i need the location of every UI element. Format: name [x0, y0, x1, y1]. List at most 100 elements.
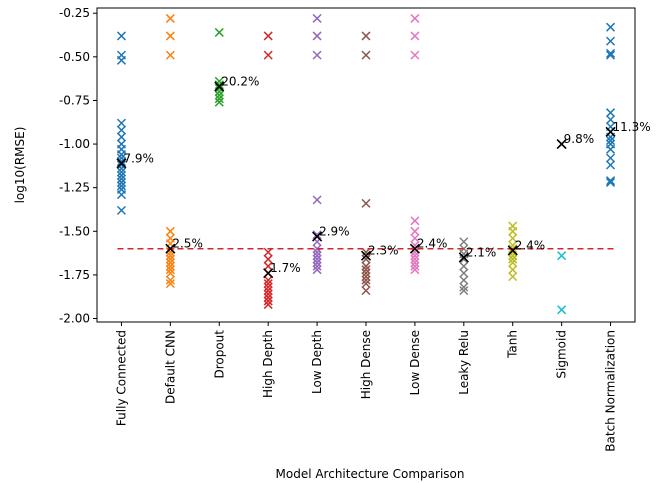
y-tick-label: -1.50 [59, 224, 90, 238]
data-point [116, 167, 126, 177]
mean-marker [458, 252, 469, 263]
data-point [459, 286, 469, 296]
data-point [214, 97, 224, 107]
mean-percent-label: 2.4% [515, 238, 546, 252]
data-point [606, 108, 616, 118]
data-point [361, 261, 371, 271]
data-point [410, 265, 420, 275]
data-point [410, 216, 420, 226]
data-point [508, 247, 518, 257]
data-point [165, 261, 175, 271]
x-tick-label: High Dense [359, 330, 373, 399]
plot-area: 7.9% 2.5% 20.2% 1.7% 2.9% 2.3% 2.4% 2.1% 2.4% 9.8… [116, 13, 651, 315]
x-axis-title: Model Architecture Comparison [276, 467, 465, 481]
data-point [263, 275, 273, 285]
data-point [508, 258, 518, 268]
data-point [459, 275, 469, 285]
data-point [459, 261, 469, 271]
data-point [361, 265, 371, 275]
data-point [165, 226, 175, 236]
data-point [361, 198, 371, 208]
data-point [459, 282, 469, 292]
data-point [263, 247, 273, 257]
mean-marker [214, 81, 225, 92]
mean-marker [556, 139, 567, 150]
data-point [312, 261, 322, 271]
data-point [606, 36, 616, 46]
data-point [263, 254, 273, 264]
x-tick-label: Default CNN [163, 330, 177, 404]
data-point [410, 247, 420, 257]
data-point [116, 205, 126, 215]
data-point [508, 265, 518, 275]
y-axis-title: log10(RMSE) [13, 127, 27, 204]
x-tick-label: Dropout [212, 330, 226, 379]
mean-percent-label: 2.5% [172, 237, 203, 251]
data-point [165, 258, 175, 268]
data-point [361, 50, 371, 60]
x-tick-label: Batch Normalization [604, 330, 618, 452]
data-point [312, 230, 322, 240]
data-point [214, 80, 224, 90]
data-point [361, 247, 371, 257]
data-point [214, 94, 224, 104]
data-point [116, 118, 126, 128]
mean-marker [116, 158, 127, 169]
mean-percent-label: 1.7% [270, 261, 301, 275]
data-point [263, 289, 273, 299]
data-point [557, 305, 567, 315]
mean-marker [605, 126, 616, 137]
data-point [508, 254, 518, 264]
data-point [165, 275, 175, 285]
x-tick-label: Low Dense [408, 330, 422, 395]
data-point [165, 31, 175, 41]
data-point [606, 176, 616, 186]
data-point [312, 247, 322, 257]
data-point [459, 237, 469, 247]
mean-percent-label: 2.3% [368, 244, 399, 258]
mean-marker [165, 243, 176, 254]
data-point [361, 275, 371, 285]
data-point [361, 254, 371, 264]
data-point [165, 13, 175, 23]
y-tick-label: -1.25 [59, 181, 90, 195]
data-point [214, 83, 224, 93]
data-point [459, 254, 469, 264]
data-point [116, 177, 126, 187]
y-tick-label: -0.50 [59, 50, 90, 64]
data-point [116, 190, 126, 200]
data-point [312, 258, 322, 268]
data-point [263, 279, 273, 289]
data-point [410, 31, 420, 41]
data-point [116, 174, 126, 184]
axes: -0.25 -0.50 -0.75 -1.00 -1.25 -1.50 -1.75 -2.00… [59, 6, 636, 452]
data-point [263, 286, 273, 296]
data-point [116, 125, 126, 135]
data-point [312, 50, 322, 60]
data-point [116, 156, 126, 167]
mean-percent-label: 11.3% [613, 120, 651, 134]
data-point [557, 251, 567, 261]
data-point [606, 48, 616, 58]
data-point [116, 132, 126, 142]
data-point [361, 268, 371, 278]
data-point [312, 244, 322, 254]
data-point [410, 233, 420, 243]
data-point [165, 247, 175, 257]
data-point [312, 251, 322, 261]
data-point [263, 261, 273, 271]
data-point [410, 13, 420, 23]
x-tick-label: Tanh [506, 330, 520, 359]
x-tick-label: High Depth [261, 330, 275, 398]
data-point [165, 50, 175, 60]
data-point [606, 115, 616, 125]
y-tick-label: -0.75 [59, 93, 90, 107]
mean-percent-label: 9.8% [564, 132, 595, 146]
data-point [165, 268, 175, 278]
data-point [361, 272, 371, 282]
mean-marker [360, 250, 372, 261]
mean-marker [409, 243, 420, 254]
data-point [606, 177, 616, 187]
data-point [508, 233, 518, 243]
